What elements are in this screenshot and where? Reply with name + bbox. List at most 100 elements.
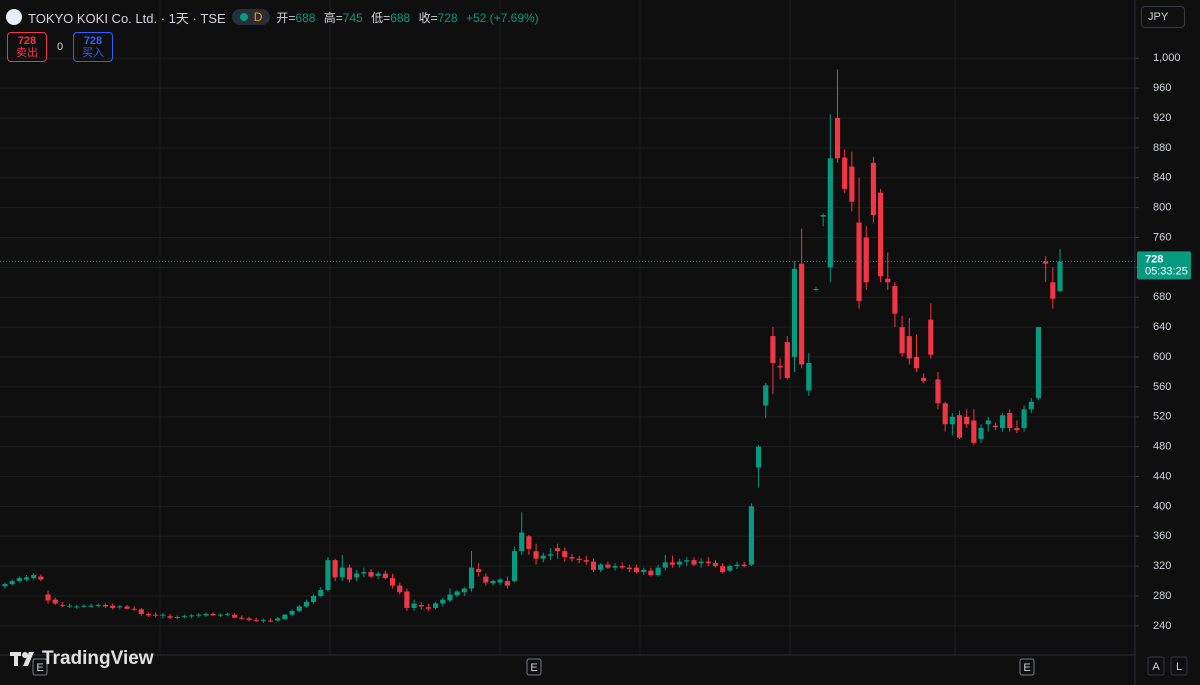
candle-body	[519, 532, 525, 552]
low-label: 低=	[371, 10, 391, 25]
candle-body	[224, 613, 231, 615]
candle-body	[598, 564, 604, 570]
candle-body	[856, 222, 862, 301]
candle-body	[325, 560, 331, 591]
y-tick-label: 1,000	[1153, 52, 1181, 64]
last-price-label: 728	[1145, 253, 1163, 265]
candle-body	[289, 610, 295, 615]
symbol-title[interactable]: TOKYO KOKI Co. Ltd. · 1天 · TSE	[28, 10, 226, 26]
candle-body	[935, 379, 941, 404]
candle-body	[23, 577, 30, 580]
ohlc-legend: 开=688 高=745 低=688 收=728 +52 (+7.69%)	[276, 9, 543, 26]
candle-body	[275, 618, 281, 621]
candle-body	[784, 342, 790, 378]
candle-body	[59, 604, 65, 606]
buy-button[interactable]: 728 买入	[73, 32, 113, 62]
candle-body	[260, 619, 266, 621]
y-tick-label: 880	[1153, 142, 1171, 154]
y-tick-label: 840	[1153, 172, 1171, 184]
candle-body	[827, 158, 833, 268]
y-tick-label: 480	[1153, 441, 1171, 453]
candle-body	[1057, 261, 1063, 292]
y-tick-label: 440	[1153, 470, 1171, 482]
candle-body	[253, 619, 259, 621]
candle-body	[232, 614, 238, 618]
watermark: TradingView	[10, 648, 154, 670]
change-value: +52 (+7.69%)	[465, 10, 539, 25]
candle-body	[81, 605, 87, 607]
currency-button[interactable]: JPY	[1141, 6, 1185, 28]
candle-body	[842, 157, 848, 189]
candle-body	[698, 561, 704, 564]
candle-body	[770, 336, 776, 363]
candle-body	[763, 385, 769, 406]
candle-body	[906, 336, 912, 359]
y-tick-label: 920	[1153, 112, 1171, 124]
candle-body	[339, 567, 345, 578]
candle-body	[949, 416, 955, 425]
candle-body	[483, 576, 489, 583]
candle-body	[806, 362, 812, 391]
candle-body	[153, 614, 159, 616]
interval-badge: D	[253, 10, 263, 24]
earnings-marker[interactable]: E	[1023, 662, 1030, 674]
candle-body	[669, 562, 676, 565]
y-tick-label: 320	[1153, 560, 1171, 572]
scale-button[interactable]: L	[1176, 661, 1182, 673]
sell-label: 卖出	[16, 47, 38, 59]
earnings-marker[interactable]: E	[36, 662, 43, 674]
candle-body	[2, 584, 8, 587]
candle-body	[45, 594, 51, 601]
candle-body	[849, 166, 855, 202]
candle-body	[712, 563, 719, 567]
candle-body	[447, 594, 453, 601]
candle-body	[555, 548, 561, 552]
candle-body	[124, 606, 130, 609]
candle-body	[956, 415, 963, 438]
market-status[interactable]: D	[231, 9, 271, 25]
candle-body	[145, 613, 152, 616]
candle-body	[870, 162, 876, 216]
candle-body	[834, 118, 841, 159]
candle-body	[877, 192, 884, 277]
candle-body	[612, 566, 618, 568]
candle-body	[928, 319, 934, 355]
candle-body	[1043, 261, 1049, 264]
candle-body	[9, 581, 15, 585]
candle-body	[217, 614, 223, 616]
candle-body	[167, 616, 173, 618]
earnings-marker-box	[32, 658, 48, 676]
open-value: 688	[295, 10, 316, 25]
candle-body	[418, 604, 424, 607]
y-tick-label: 240	[1153, 620, 1171, 632]
candle-body	[468, 567, 475, 589]
symbol-logo	[6, 9, 22, 25]
close-value: 728	[437, 10, 458, 25]
scale-button[interactable]: A	[1152, 661, 1160, 673]
candle-body	[648, 570, 654, 576]
candle-body	[239, 617, 245, 619]
candle-body	[705, 561, 711, 564]
candle-body	[734, 564, 740, 567]
candle-body	[755, 446, 762, 468]
candle-body	[913, 357, 920, 369]
watermark-icon	[10, 652, 34, 666]
candle-body	[102, 604, 109, 607]
candle-body	[375, 573, 381, 576]
candle-body	[799, 263, 805, 365]
sell-button[interactable]: 728 卖出	[7, 32, 47, 62]
earnings-marker-box	[526, 658, 542, 676]
earnings-marker[interactable]: E	[530, 662, 537, 674]
candle-body	[174, 616, 180, 618]
high-value: 745	[342, 10, 363, 25]
y-tick-label: 640	[1153, 321, 1171, 333]
scale-button-box	[1170, 656, 1188, 676]
watermark-text: TradingView	[42, 648, 154, 669]
y-tick-label: 760	[1153, 231, 1171, 243]
candle-body	[461, 588, 467, 593]
status-dot	[239, 13, 248, 21]
candle-body	[777, 365, 783, 368]
candle-body	[1028, 401, 1034, 410]
y-tick-label: 400	[1153, 500, 1171, 512]
